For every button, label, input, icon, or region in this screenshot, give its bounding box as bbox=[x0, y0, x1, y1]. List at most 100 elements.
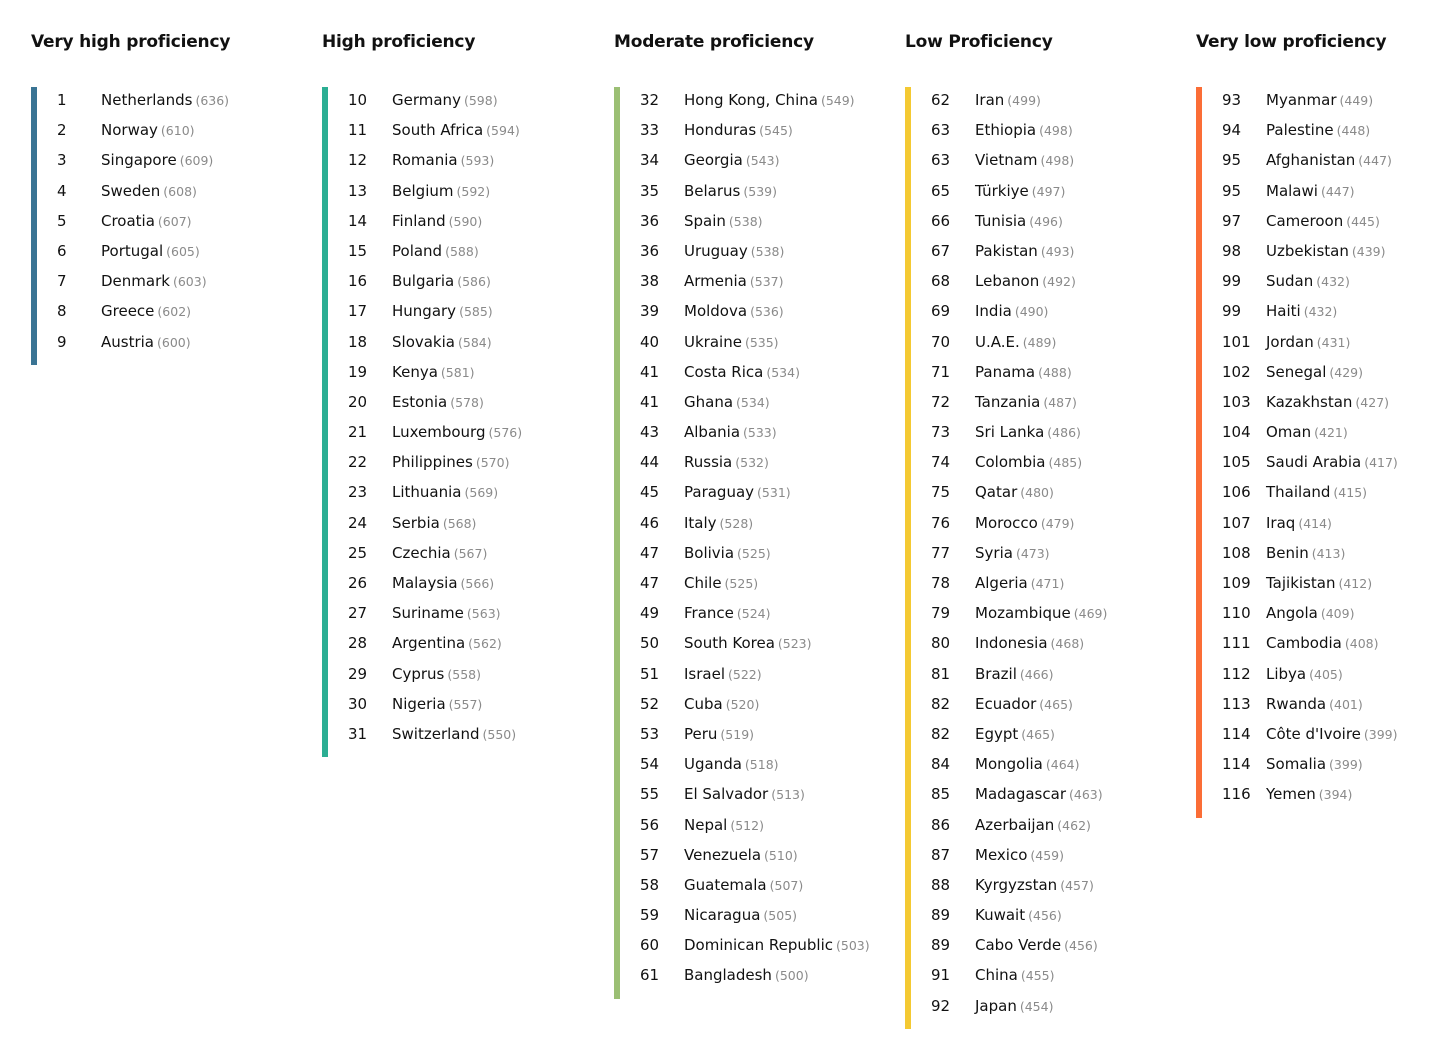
rank-number: 39 bbox=[640, 302, 660, 321]
list-item: 102 Senegal (429) bbox=[1202, 361, 1444, 391]
rank-number: 13 bbox=[348, 181, 368, 200]
score-value: (432) bbox=[1303, 304, 1338, 320]
country-cell: Uzbekistan (439) bbox=[1266, 240, 1444, 264]
score-value: (401) bbox=[1329, 696, 1363, 712]
country-cell: El Salvador (513) bbox=[684, 783, 874, 807]
score-value: (510) bbox=[764, 847, 798, 863]
country-name: Paraguay bbox=[684, 483, 755, 502]
country-name: Libya bbox=[1266, 664, 1307, 683]
country-cell: Nigeria (557) bbox=[392, 693, 582, 717]
list-item: 9 Austria (600) bbox=[37, 331, 291, 361]
country-name: Türkiye bbox=[975, 181, 1029, 200]
country-cell: Senegal (429) bbox=[1266, 361, 1444, 385]
country-cell: Argentina (562) bbox=[392, 632, 582, 656]
country-name: Uzbekistan bbox=[1266, 241, 1349, 260]
country-cell: Greece (602) bbox=[101, 300, 291, 324]
country-cell: Singapore (609) bbox=[101, 149, 291, 173]
score-value: (603) bbox=[172, 274, 207, 290]
country-name: Lebanon bbox=[975, 272, 1040, 291]
rank-number: 49 bbox=[640, 604, 660, 623]
country-name: Kyrgyzstan bbox=[975, 875, 1058, 894]
list-item: 49 France (524) bbox=[620, 602, 874, 632]
score-value: (557) bbox=[448, 696, 483, 712]
score-value: (431) bbox=[1316, 334, 1351, 350]
country-name: Indonesia bbox=[975, 634, 1048, 653]
list-item: 16 Bulgaria (586) bbox=[328, 270, 582, 300]
country-name: Nigeria bbox=[392, 694, 446, 713]
rank-number: 106 bbox=[1222, 483, 1251, 502]
country-name: Kuwait bbox=[975, 906, 1026, 925]
country-cell: Bulgaria (586) bbox=[392, 270, 582, 294]
score-value: (513) bbox=[771, 787, 805, 803]
country-name: Cuba bbox=[684, 694, 723, 713]
rank-number: 22 bbox=[348, 453, 368, 472]
list-item: 94 Palestine (448) bbox=[1202, 119, 1444, 149]
list-item: 41 Ghana (534) bbox=[620, 391, 874, 421]
rank-number: 11 bbox=[348, 121, 368, 140]
list-item: 39 Moldova (536) bbox=[620, 300, 874, 330]
rank-number: 58 bbox=[640, 875, 660, 894]
country-name: Luxembourg bbox=[392, 423, 486, 442]
band-title: High proficiency bbox=[322, 32, 476, 52]
country-cell: Georgia (543) bbox=[684, 149, 874, 173]
country-name: U.A.E. bbox=[975, 332, 1020, 351]
score-value: (490) bbox=[1014, 304, 1049, 320]
rank-number: 82 bbox=[931, 724, 951, 743]
country-cell: Cyprus (558) bbox=[392, 663, 582, 687]
country-cell: India (490) bbox=[975, 300, 1165, 324]
rank-number: 99 bbox=[1222, 272, 1242, 291]
list-item: 88 Kyrgyzstan (457) bbox=[911, 874, 1165, 904]
score-value: (414) bbox=[1298, 515, 1332, 531]
list-item: 18 Slovakia (584) bbox=[328, 331, 582, 361]
rank-number: 93 bbox=[1222, 91, 1242, 109]
score-value: (609) bbox=[179, 153, 214, 169]
score-value: (415) bbox=[1333, 485, 1368, 501]
country-cell: Denmark (603) bbox=[101, 270, 291, 294]
score-value: (489) bbox=[1022, 334, 1057, 350]
score-value: (412) bbox=[1338, 576, 1373, 591]
country-cell: Panama (488) bbox=[975, 361, 1165, 385]
score-value: (447) bbox=[1358, 153, 1392, 169]
country-cell: Oman (421) bbox=[1266, 421, 1444, 445]
score-value: (496) bbox=[1029, 213, 1063, 229]
country-cell: Germany (598) bbox=[392, 89, 582, 113]
list-item: 60 Dominican Republic (503) bbox=[620, 934, 874, 964]
score-value: (449) bbox=[1339, 93, 1374, 108]
country-name: South Africa bbox=[392, 121, 484, 140]
country-cell: Czechia (567) bbox=[392, 542, 582, 566]
list-item: 104 Oman (421) bbox=[1202, 421, 1444, 451]
rank-number: 2 bbox=[57, 121, 67, 140]
score-value: (455) bbox=[1020, 968, 1055, 984]
rank-number: 95 bbox=[1222, 181, 1242, 200]
list-item: 76 Morocco (479) bbox=[911, 512, 1165, 542]
country-cell: Tanzania (487) bbox=[975, 391, 1165, 415]
rank-number: 43 bbox=[640, 423, 660, 442]
country-name: Côte d'Ivoire bbox=[1266, 724, 1361, 743]
list-item: 10 Germany (598) bbox=[328, 89, 582, 119]
list-item: 44 Russia (532) bbox=[620, 451, 874, 481]
list-item: 56 Nepal (512) bbox=[620, 814, 874, 844]
country-cell: Dominican Republic (503) bbox=[684, 934, 874, 958]
score-value: (535) bbox=[744, 334, 779, 350]
band-list: 1 Netherlands (636) 2 Norway (610) 3 Singapore(… bbox=[31, 87, 291, 365]
score-value: (421) bbox=[1314, 425, 1348, 441]
score-value: (394) bbox=[1318, 787, 1353, 803]
score-value: (545) bbox=[759, 123, 793, 139]
rank-number: 110 bbox=[1222, 604, 1251, 623]
rank-number: 73 bbox=[931, 423, 951, 442]
score-value: (558) bbox=[447, 666, 481, 682]
list-item: 12 Romania (593) bbox=[328, 149, 582, 179]
country-cell: Tajikistan (412) bbox=[1266, 572, 1444, 596]
score-value: (567) bbox=[453, 545, 488, 561]
score-value: (538) bbox=[728, 213, 763, 229]
country-name: Pakistan bbox=[975, 241, 1038, 260]
list-item: 114 Côte d'Ivoire (399) bbox=[1202, 723, 1444, 753]
country-name: Bulgaria bbox=[392, 272, 455, 291]
country-cell: Libya (405) bbox=[1266, 663, 1444, 687]
rank-number: 102 bbox=[1222, 362, 1251, 381]
country-name: Panama bbox=[975, 362, 1036, 381]
rank-number: 87 bbox=[931, 845, 951, 864]
list-item: 97 Cameroon (445) bbox=[1202, 210, 1444, 240]
country-cell: Syria (473) bbox=[975, 542, 1165, 566]
